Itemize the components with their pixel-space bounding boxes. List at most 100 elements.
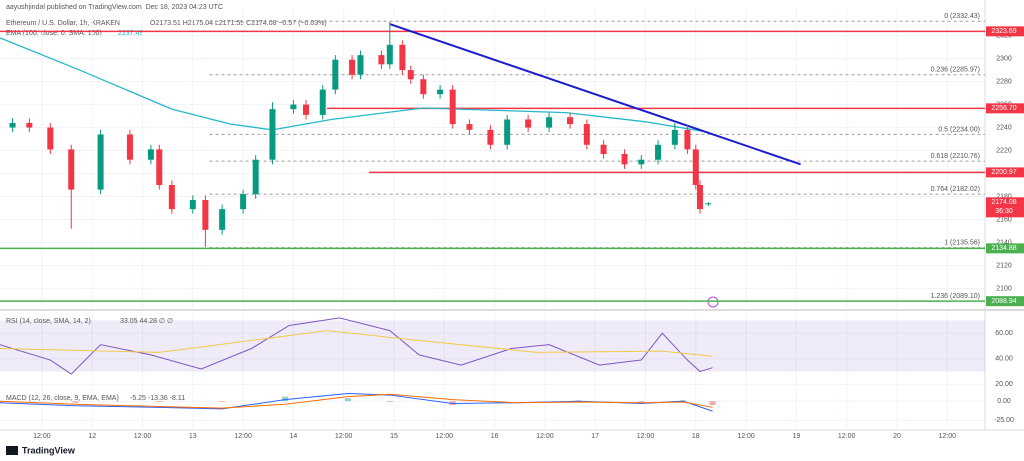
candle-body bbox=[26, 122, 33, 128]
level-tag bbox=[986, 296, 1024, 307]
x-tick-label: 12:00 bbox=[939, 433, 957, 440]
fib-label: 0.236 (2285.97) bbox=[931, 67, 980, 74]
y-tick-label: -25.00 bbox=[994, 417, 1014, 424]
level-tag-label: 2323.69 bbox=[991, 28, 1016, 35]
published: aayushjindal published on TradingView.co… bbox=[6, 4, 223, 11]
candle-body bbox=[449, 89, 456, 125]
ohlc: O2173.51 H2175.04 L2171.59 C2174.08 −0.5… bbox=[150, 20, 327, 27]
logo bbox=[6, 446, 18, 455]
x-tick-label: 12:00 bbox=[536, 433, 554, 440]
candle-body bbox=[399, 44, 406, 71]
candle-body bbox=[189, 199, 196, 210]
candle-body bbox=[252, 159, 259, 195]
candle-body bbox=[97, 134, 104, 190]
ema-value: 2237.49 bbox=[118, 30, 143, 37]
histogram-bar bbox=[0, 401, 3, 403]
histogram-bar bbox=[219, 401, 226, 402]
candle-body bbox=[156, 149, 163, 186]
candle-body bbox=[290, 104, 297, 110]
candle-body bbox=[487, 129, 494, 145]
candle-body bbox=[319, 89, 326, 115]
candle-body bbox=[600, 144, 607, 154]
x-tick-label: 17 bbox=[591, 433, 599, 440]
x-tick-label: 13 bbox=[189, 433, 197, 440]
candle-body bbox=[420, 79, 427, 95]
histogram-bar bbox=[72, 401, 79, 403]
candle-body bbox=[407, 70, 414, 80]
fib-label: 1.236 (2089.10) bbox=[931, 293, 980, 300]
x-tick-label: 20 bbox=[893, 433, 901, 440]
x-tick-label: 12:00 bbox=[335, 433, 353, 440]
y-tick-label: 2180 bbox=[996, 193, 1012, 200]
histogram-bar bbox=[282, 396, 289, 402]
x-tick-label: 12:00 bbox=[436, 433, 454, 440]
series-line bbox=[0, 330, 713, 357]
series-line bbox=[0, 317, 713, 375]
candle-body bbox=[219, 209, 226, 230]
x-tick-label: 14 bbox=[290, 433, 298, 440]
x-tick-label: 12:00 bbox=[234, 433, 252, 440]
y-tick-label: 2100 bbox=[996, 285, 1012, 292]
candle-body bbox=[705, 203, 712, 205]
x-tick-label: 12:00 bbox=[737, 433, 755, 440]
level-tag bbox=[986, 243, 1024, 254]
series-line bbox=[0, 393, 713, 412]
histogram-bar bbox=[344, 398, 351, 402]
candle-body bbox=[696, 185, 703, 210]
candle-body bbox=[525, 119, 532, 128]
candle-body bbox=[466, 124, 473, 130]
candle-body bbox=[655, 144, 662, 160]
y-tick-label: 2300 bbox=[996, 55, 1012, 62]
x-tick-label: 15 bbox=[390, 433, 398, 440]
candle-body bbox=[269, 109, 276, 160]
y-tick-label: 2220 bbox=[996, 147, 1012, 154]
symbol: Ethereum / U.S. Dollar, 1h, KRAKEN bbox=[6, 20, 120, 27]
level-tag-label: 2200.97 bbox=[991, 169, 1016, 176]
fib-label: 0 (2332.43) bbox=[944, 13, 980, 20]
x-tick-label: 16 bbox=[491, 433, 499, 440]
level-tag-label: 2088.94 bbox=[991, 298, 1016, 305]
candle-body bbox=[504, 119, 511, 145]
candle-body bbox=[567, 117, 574, 125]
candle-body bbox=[47, 127, 54, 150]
pane-title: RSI (14, close, SMA, 14, 2) bbox=[6, 318, 91, 325]
candle-body bbox=[68, 149, 75, 190]
candle-body bbox=[437, 89, 444, 95]
candle-body bbox=[583, 124, 590, 145]
level-tag-label: 2256.70 bbox=[991, 105, 1016, 112]
pane-title: MACD (12, 26, close, 9, EMA, EMA) bbox=[6, 395, 119, 402]
candle-body bbox=[168, 185, 175, 210]
price-tag-label: 2174.08 bbox=[991, 199, 1016, 206]
histogram-bar bbox=[638, 401, 645, 402]
candle-body bbox=[147, 149, 154, 160]
x-tick-label: 12:00 bbox=[33, 433, 51, 440]
x-tick-label: 12:00 bbox=[637, 433, 655, 440]
histogram-bar bbox=[709, 401, 716, 406]
candle-body bbox=[638, 159, 645, 165]
price-tag bbox=[986, 197, 1024, 218]
histogram-bar bbox=[156, 401, 163, 402]
x-tick-label: 12 bbox=[88, 433, 96, 440]
fib-label: 0.5 (2234.00) bbox=[938, 126, 980, 133]
y-tick-label: 40.00 bbox=[995, 356, 1013, 363]
level-tag bbox=[986, 167, 1024, 178]
ema-label: EMA (100, close, 0, SMA, 100) bbox=[6, 30, 102, 37]
level-tag bbox=[986, 103, 1024, 114]
y-tick-label: 2280 bbox=[996, 78, 1012, 85]
level-tag-label: 2134.88 bbox=[991, 245, 1016, 252]
candle-body bbox=[349, 59, 356, 75]
candle-body bbox=[9, 122, 16, 128]
candle-body bbox=[240, 194, 247, 210]
candle-body bbox=[202, 199, 209, 230]
level-tag bbox=[986, 26, 1024, 37]
x-tick-label: 19 bbox=[792, 433, 800, 440]
candle-body bbox=[684, 129, 691, 150]
candle-body bbox=[302, 104, 309, 115]
pane-readout: -5.25 -13.36 -8.11 bbox=[130, 395, 185, 402]
x-tick-label: 12:00 bbox=[838, 433, 856, 440]
event-icon bbox=[707, 296, 719, 308]
x-tick-label: 12:00 bbox=[134, 433, 152, 440]
